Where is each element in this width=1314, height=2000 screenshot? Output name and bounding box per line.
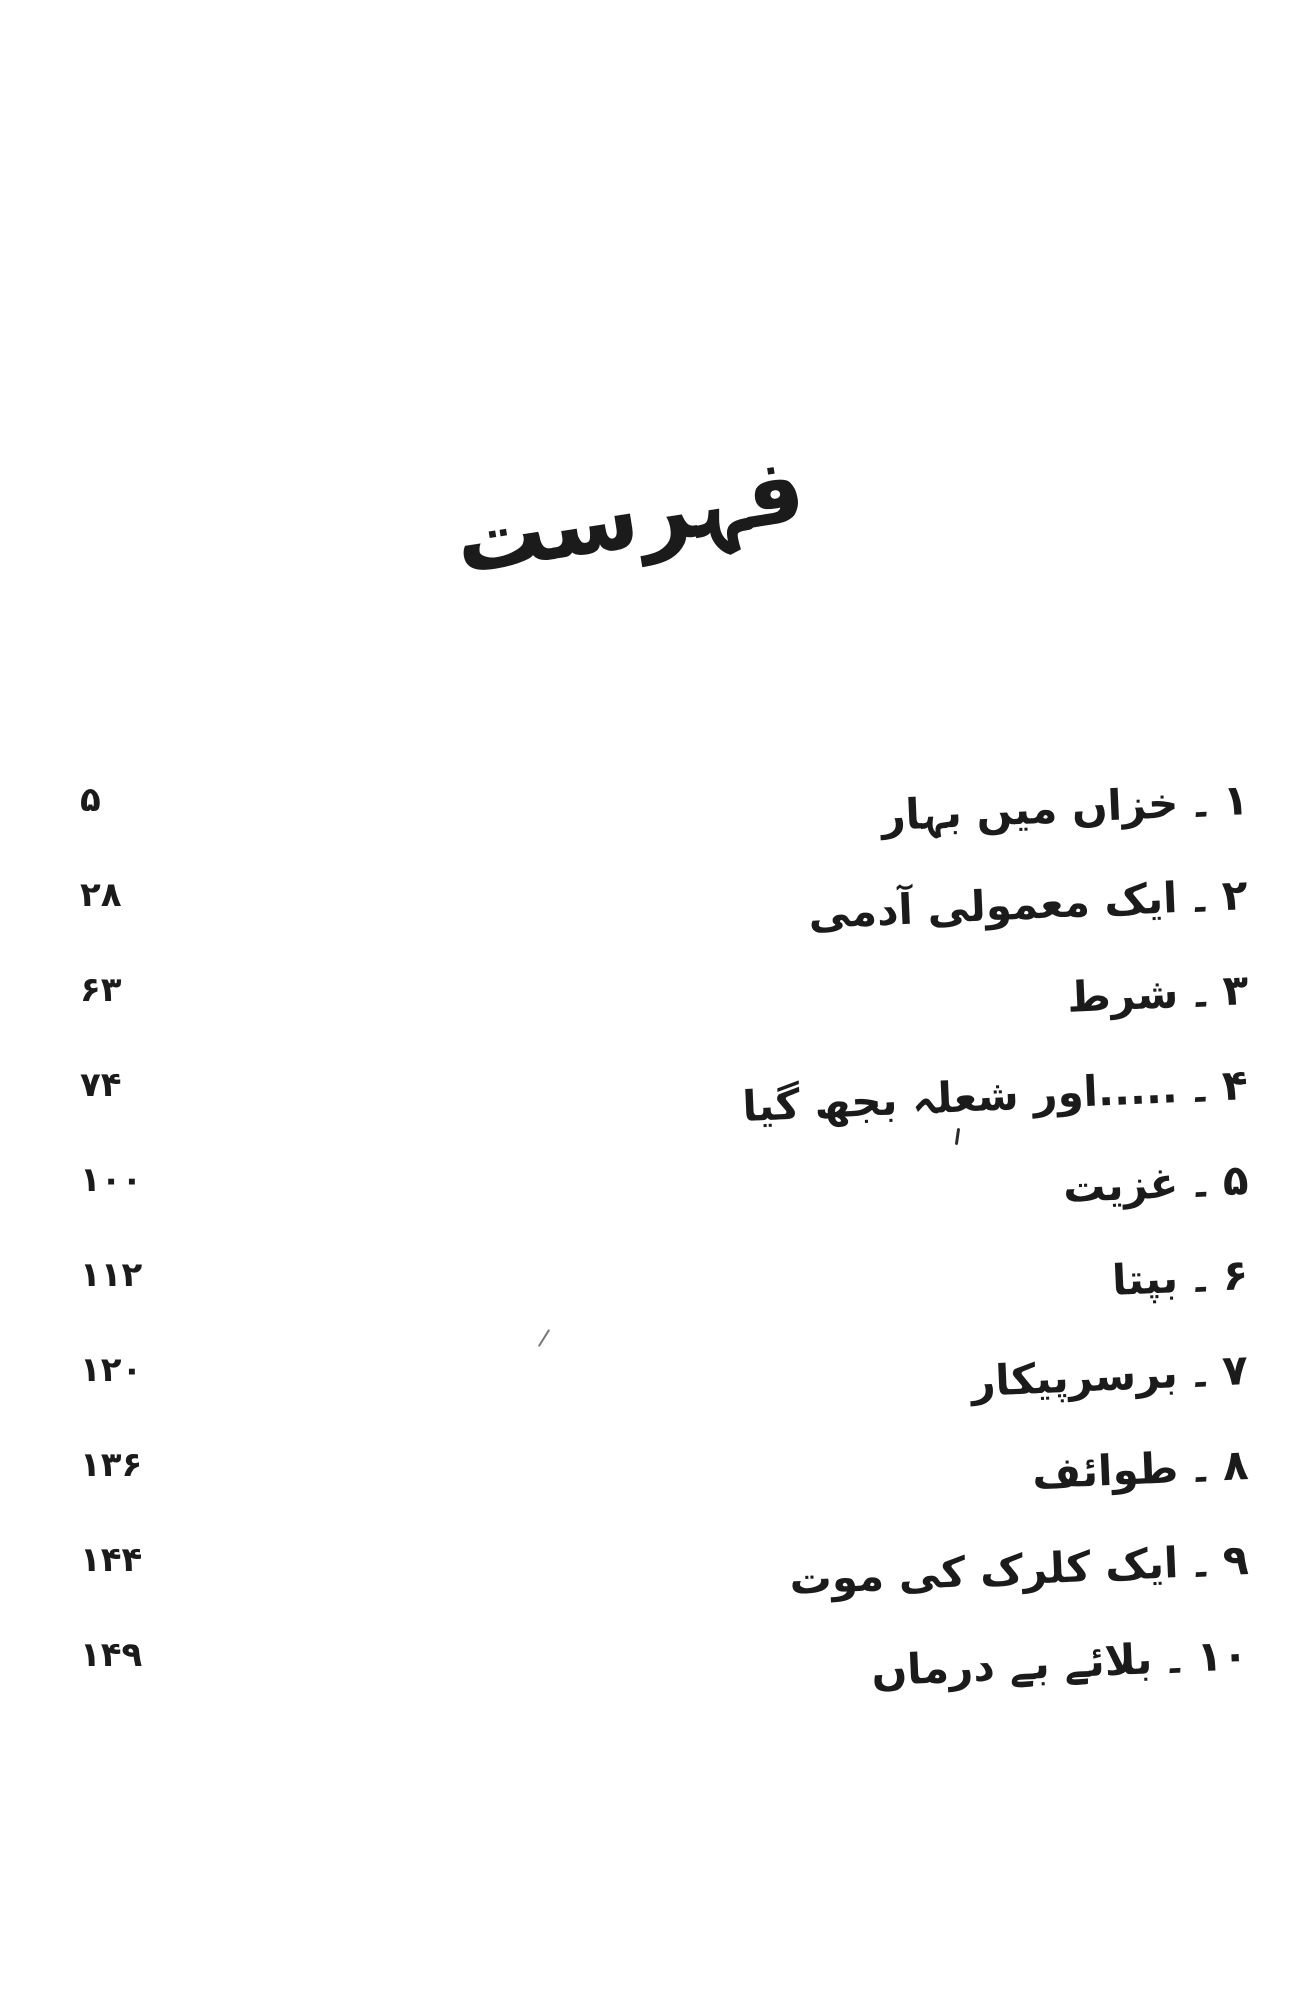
toc-entry: ۱۴۴ ۹۔ایک کلرک کی موت [0,1512,1314,1607]
toc-entry-separator: ۔ [1186,1251,1214,1302]
toc-entry-text: ۹۔ایک کلرک کی موت [788,1535,1249,1604]
toc-entry-separator: ۔ [1186,1536,1214,1587]
toc-entry-number: ۲ [1221,870,1250,921]
toc-entry-separator: ۔ [1186,966,1214,1017]
toc-entry-number: ۱ [1221,775,1250,826]
toc-entry-title: بپتا [1110,1253,1179,1305]
toc-page-number: ۱۲۰ [80,1349,143,1390]
toc-page-number: ۱۱۲ [80,1254,143,1295]
toc-entry-title: بلائے بے درماں [870,1634,1154,1696]
toc-entry-number: ۴ [1221,1060,1250,1111]
toc-list: ۵ ۱۔خزاں میں بہار ۲۸ ۲۔ایک معمولی آدمی ۶… [0,752,1314,1702]
toc-entry-text: ۳۔شرط [1066,965,1249,1022]
toc-entry: ۱۰۰ ۵۔غزیت [0,1132,1314,1227]
toc-entry-number: ۹ [1221,1535,1250,1586]
page-title: فہرست [447,436,812,596]
toc-entry-title: ایک کلرک کی موت [787,1538,1179,1605]
toc-entry-separator: ۔ [1186,871,1214,922]
toc-entry-title: خزاں میں بہار [879,778,1179,841]
toc-entry-separator: ۔ [1186,1346,1214,1397]
toc-page-number: ۶۳ [80,969,122,1010]
toc-page-number: ۱۰۰ [80,1159,143,1200]
toc-entry-text: ۴۔.....اور شعلہ بجھ گیا [742,1060,1249,1131]
toc-entry-number: ۱۰ [1195,1630,1250,1682]
toc-entry-separator: ۔ [1186,1441,1214,1492]
toc-entry: ۱۱۲ ۶۔بپتا [0,1227,1314,1322]
toc-entry: ۱۴۹ ۱۰۔بلائے بے درماں [0,1607,1314,1702]
toc-page-number: ۵ [80,779,101,820]
toc-entry-number: ۵ [1221,1155,1250,1206]
toc-page-number: ۱۴۹ [80,1634,143,1675]
toc-entry-title: .....اور شعلہ بجھ گیا [741,1063,1179,1132]
toc-entry: ۲۸ ۲۔ایک معمولی آدمی [0,847,1314,942]
toc-entry-separator: ۔ [1161,1632,1188,1683]
toc-entry-title: غزیت [1061,1158,1179,1213]
toc-entry: ۷۴ ۴۔.....اور شعلہ بجھ گیا [0,1037,1314,1132]
toc-page-number: ۱۴۴ [80,1539,143,1580]
toc-entry-text: ۱۰۔بلائے بے درماں [870,1630,1249,1695]
toc-entry-text: ۲۔ایک معمولی آدمی [808,870,1249,938]
toc-entry: ۵ ۱۔خزاں میں بہار [0,752,1314,847]
toc-entry-title: طوائف [1030,1443,1179,1499]
toc-entry-number: ۸ [1221,1440,1250,1491]
toc-entry-text: ۸۔طوائف [1031,1440,1249,1498]
toc-entry: ۱۲۰ ۷۔برسرپیکار [0,1322,1314,1417]
toc-entry-separator: ۔ [1186,1061,1214,1112]
toc-entry: ۱۳۶ ۸۔طوائف [0,1417,1314,1512]
toc-entry: ۶۳ ۳۔شرط [0,942,1314,1037]
toc-entry-text: ۶۔بپتا [1111,1250,1249,1305]
toc-entry-text: ۱۔خزاں میں بہار [880,775,1249,840]
toc-page-number: ۱۳۶ [80,1444,143,1485]
toc-page-number: ۷۴ [80,1064,122,1105]
toc-entry-text: ۵۔غزیت [1062,1155,1249,1212]
toc-page-number: ۲۸ [80,874,122,915]
toc-entry-title: برسرپیکار [970,1348,1179,1407]
toc-entry-number: ۶ [1221,1250,1250,1301]
toc-entry-number: ۳ [1221,965,1250,1016]
toc-entry-title: ایک معمولی آدمی [807,873,1179,939]
toc-entry-separator: ۔ [1186,776,1214,827]
toc-entry-title: شرط [1065,968,1179,1022]
toc-entry-text: ۷۔برسرپیکار [970,1345,1249,1406]
toc-entry-number: ۷ [1221,1345,1250,1396]
toc-entry-separator: ۔ [1186,1156,1214,1207]
